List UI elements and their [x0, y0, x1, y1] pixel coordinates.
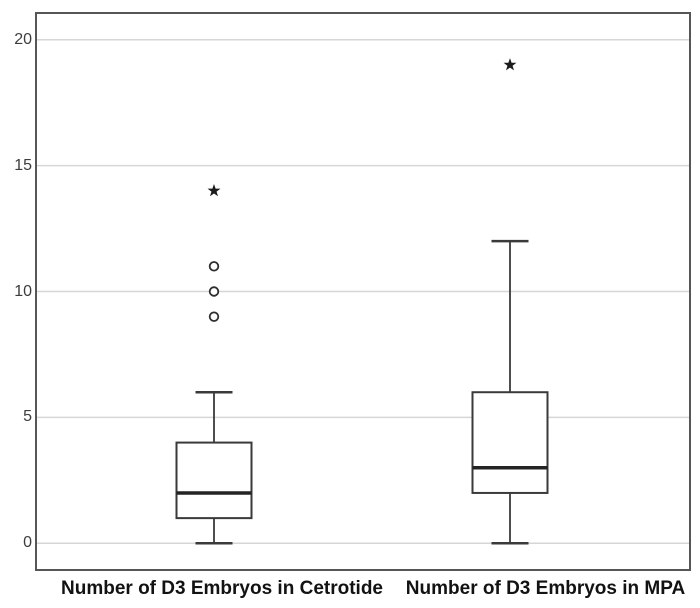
outlier-circle — [208, 261, 220, 272]
y-tick-label: 5 — [23, 408, 32, 426]
outlier-circle — [208, 286, 220, 297]
y-tick-label: 0 — [23, 534, 32, 552]
x-axis-label-cetrotide: Number of D3 Embryos in Cetrotide — [61, 578, 383, 599]
extreme-star — [503, 58, 517, 71]
iqr-box — [175, 441, 253, 520]
x-axis-label-mpa: Number of D3 Embryos in MPA — [405, 578, 686, 599]
extreme-star — [207, 183, 221, 197]
iqr-box — [471, 391, 549, 494]
plot-frame — [35, 12, 691, 571]
outlier-circle — [208, 311, 220, 322]
y-tick-label: 10 — [14, 282, 32, 300]
y-tick-label: 20 — [14, 30, 32, 48]
y-tick-label: 15 — [14, 156, 32, 174]
